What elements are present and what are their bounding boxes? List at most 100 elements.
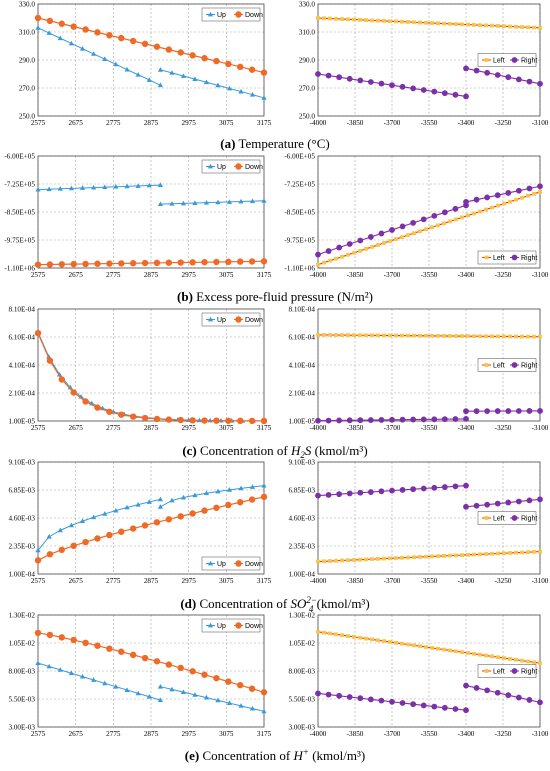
left-marker	[322, 16, 326, 21]
up-marker	[68, 670, 74, 676]
up-marker	[57, 527, 63, 533]
up-marker	[238, 485, 244, 491]
right-marker	[484, 687, 491, 694]
right-marker	[399, 223, 406, 230]
right-marker	[537, 496, 543, 503]
down-marker	[106, 645, 113, 652]
chart-4-left: 2575 2675 2775 2875 2975 3075 3175 3.00E-03 5.50…	[8, 612, 271, 739]
right-marker	[537, 183, 543, 190]
right-marker	[452, 483, 459, 490]
left-marker	[514, 197, 518, 202]
down-marker	[58, 261, 65, 268]
down-marker	[153, 43, 161, 50]
down-marker	[46, 631, 54, 639]
legend: Left Right	[477, 358, 537, 372]
down-marker	[177, 259, 184, 266]
left-marker	[394, 19, 398, 24]
down-marker	[189, 668, 196, 675]
right-marker	[463, 93, 469, 100]
y-tick-label: 290.0	[299, 57, 316, 65]
left-marker	[334, 558, 338, 563]
series-left	[316, 549, 542, 564]
down-marker	[201, 671, 208, 678]
left-marker	[526, 659, 530, 664]
left-marker	[436, 223, 440, 228]
left-marker	[358, 557, 362, 562]
down-marker	[141, 522, 149, 529]
legend-label: Left	[493, 255, 505, 262]
x-tick-label: -3700	[384, 271, 401, 279]
x-tick-label: 2975	[181, 119, 196, 127]
right-marker	[505, 499, 512, 506]
left-marker	[502, 334, 506, 339]
left-marker	[454, 217, 458, 222]
legend-label: Right	[521, 516, 537, 523]
right-marker	[505, 74, 512, 81]
up-marker	[192, 492, 198, 498]
right-marker	[410, 701, 417, 708]
left-marker	[346, 17, 350, 22]
up-marker	[226, 199, 233, 204]
plot-frame	[317, 155, 541, 269]
left-marker	[340, 558, 344, 563]
left-marker	[352, 333, 356, 338]
x-tick-label: -4000	[310, 424, 327, 432]
left-marker	[364, 333, 368, 338]
left-marker	[484, 653, 488, 658]
y-tick-label: 1.00E-05	[8, 418, 35, 426]
x-tick-label: -3550	[421, 119, 438, 127]
up-marker	[113, 61, 119, 67]
left-marker	[424, 20, 428, 25]
series-line	[37, 27, 161, 86]
up-marker	[68, 185, 74, 191]
x-tick-label: 2675	[68, 424, 83, 432]
series-line	[317, 17, 541, 29]
right-marker	[399, 487, 406, 493]
left-marker	[322, 559, 326, 564]
right-marker	[452, 706, 459, 712]
down-marker	[46, 551, 54, 558]
x-tick-label: -4000	[310, 577, 327, 585]
left-marker	[460, 650, 464, 655]
left-marker	[430, 333, 434, 338]
x-tick-label: 2675	[68, 730, 83, 738]
legend: Left Right	[477, 664, 537, 678]
left-marker	[478, 652, 482, 657]
x-tick-label: 2675	[68, 271, 83, 279]
up-marker	[169, 70, 175, 75]
down-marker	[201, 258, 208, 266]
left-marker	[322, 260, 326, 265]
x-tick-label: 2775	[106, 119, 121, 127]
left-marker	[496, 551, 500, 556]
right-marker	[494, 500, 501, 507]
right-marker	[410, 219, 417, 226]
left-marker	[418, 20, 422, 25]
legend-label: Up	[217, 561, 226, 568]
series-down	[34, 14, 268, 76]
left-marker	[484, 58, 489, 62]
down-marker	[189, 417, 196, 424]
x-tick-label: -3250	[495, 119, 512, 127]
right-marker	[441, 484, 448, 490]
left-marker	[334, 256, 338, 261]
right-marker	[452, 91, 459, 98]
up-marker	[35, 186, 41, 192]
y-tick-label: 6.10E-04	[288, 334, 315, 342]
y-tick-label: 4.60E-03	[8, 515, 35, 523]
right-marker	[515, 408, 522, 414]
left-marker	[352, 558, 356, 562]
left-marker	[442, 334, 446, 338]
left-marker	[400, 235, 404, 239]
y-tick-label: 2.10E-04	[8, 390, 35, 398]
up-marker	[180, 689, 187, 695]
x-tick-label: -3400	[458, 730, 475, 738]
y-tick-label: 6.85E-03	[8, 487, 35, 495]
chart-2-right: -4000 -3850 -3700 -3550 -3400 -3250 -3100 1.00E…	[288, 306, 548, 433]
legend-box	[477, 53, 537, 67]
left-marker	[484, 334, 488, 339]
up-marker	[261, 708, 267, 714]
up-marker	[124, 183, 130, 189]
series-line	[317, 334, 541, 338]
up-marker	[91, 677, 97, 682]
